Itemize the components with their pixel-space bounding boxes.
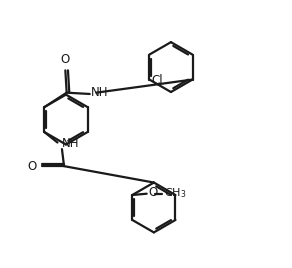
Text: O: O xyxy=(149,187,158,199)
Text: Cl: Cl xyxy=(152,74,163,87)
Text: NH: NH xyxy=(91,86,109,99)
Text: O: O xyxy=(61,53,70,66)
Text: O: O xyxy=(28,160,37,173)
Text: CH$_3$: CH$_3$ xyxy=(164,186,187,200)
Text: NH: NH xyxy=(62,137,79,150)
